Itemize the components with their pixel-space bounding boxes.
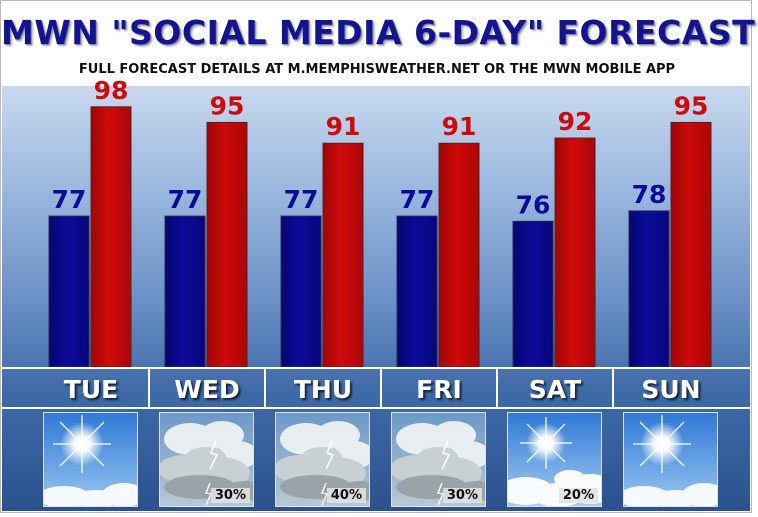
high-temp-bar-wed [206,121,248,368]
low-temp-label-fri: 77 [400,185,435,214]
low-temp-bar-sat [512,220,554,368]
day-label-thu: THU [293,375,353,404]
rain-chance-label: 40% [326,488,366,503]
low-temp-label-sun: 78 [632,180,667,209]
day-separator [612,367,614,407]
high-temp-bar-tue [90,106,132,368]
high-temp-label-sun: 95 [674,91,709,120]
thunderstorm-icon: 30% [391,412,486,507]
low-temp-label-tue: 77 [52,185,87,214]
high-temp-bar-thu [322,142,364,368]
rain-chance-label: 30% [442,488,482,503]
low-temp-bar-tue [48,215,90,368]
day-row-rule [2,407,750,409]
day-label-sun: SUN [641,375,701,404]
day-label-sat: SAT [528,375,582,404]
chart-baseline-rule [2,367,750,369]
day-label-wed: WED [174,375,240,404]
low-temp-bar-thu [280,215,322,368]
thunderstorm-icon: 40% [275,412,370,507]
high-temp-label-thu: 91 [326,112,361,141]
high-temp-label-wed: 95 [210,91,245,120]
high-temp-bar-sat [554,137,596,368]
day-separator [380,367,382,407]
partly-sunny-icon: 20% [507,412,602,507]
high-temp-label-fri: 91 [442,112,477,141]
sunny-icon [623,412,718,507]
sunny-icon [43,412,138,507]
day-separator [148,367,150,407]
high-temp-label-tue: 98 [94,76,129,105]
low-temp-label-sat: 76 [516,190,551,219]
day-separator [496,367,498,407]
high-temp-bar-fri [438,142,480,368]
high-temp-label-sat: 92 [558,107,593,136]
low-temp-bar-fri [396,215,438,368]
page-subtitle: FULL FORECAST DETAILS AT M.MEMPHISWEATHE… [78,62,676,77]
low-temp-bar-wed [164,215,206,368]
rain-chance-label: 20% [558,488,598,503]
day-label-tue: TUE [63,375,119,404]
thunderstorm-icon: 30% [159,412,254,507]
page-title: MWN "SOCIAL MEDIA 6-DAY" FORECAST [1,13,756,52]
day-label-fri: FRI [416,375,462,404]
low-temp-label-thu: 77 [284,185,319,214]
rain-chance-label: 30% [210,488,250,503]
high-temp-bar-sun [670,121,712,368]
low-temp-bar-sun [628,210,670,368]
low-temp-label-wed: 77 [168,185,203,214]
day-separator [264,367,266,407]
